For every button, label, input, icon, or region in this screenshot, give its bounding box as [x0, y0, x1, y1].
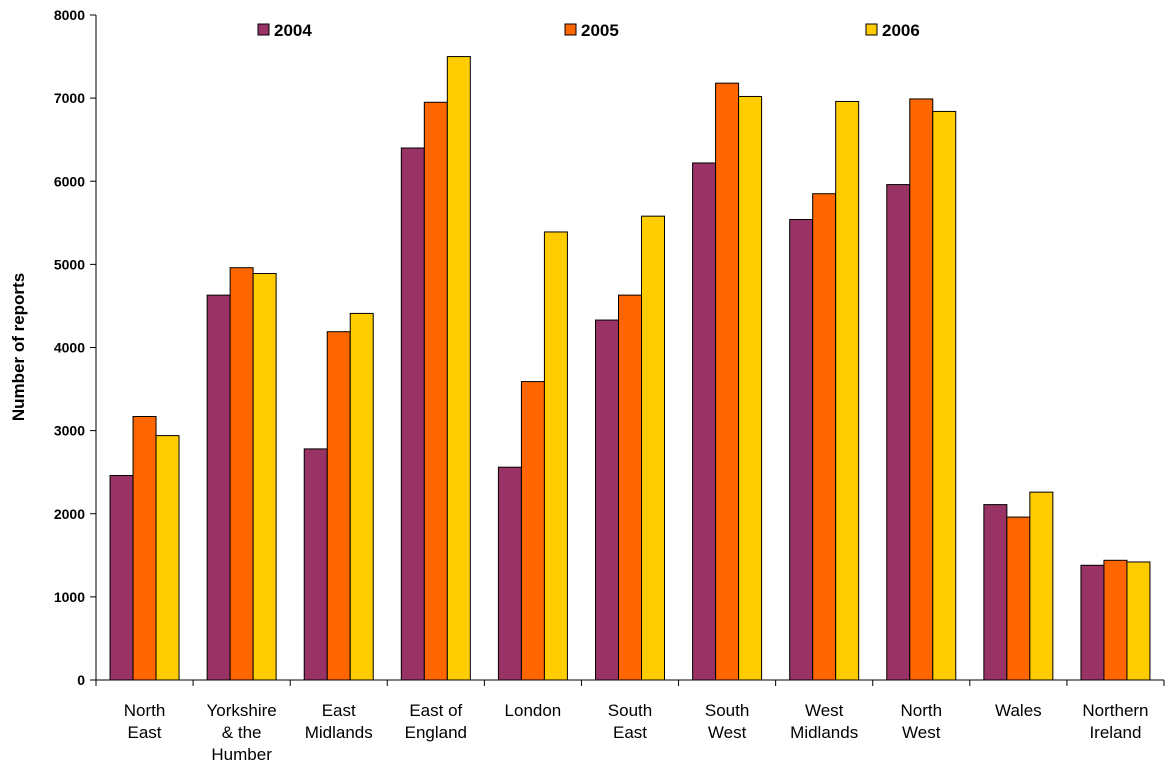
bar-2004-4 — [497, 466, 522, 681]
bar-2006-2 — [349, 312, 374, 681]
x-tick-label: Northern Ireland — [1082, 701, 1148, 742]
bar-2006-1 — [252, 273, 277, 681]
bar-2006-7 — [835, 100, 860, 681]
legend-swatch-2004 — [257, 23, 270, 36]
y-tick-label: 2000 — [54, 506, 85, 522]
bar-2006-0 — [155, 435, 180, 681]
bar-2005-10 — [1103, 559, 1128, 681]
bar-2004-10 — [1080, 564, 1105, 681]
bar-2006-9 — [1029, 491, 1054, 681]
bar-2006-5 — [641, 215, 665, 681]
bar-2006-4 — [543, 231, 568, 681]
bar-2006-8 — [932, 110, 957, 681]
chart-legend: 2004 2005 2006 — [257, 21, 920, 40]
bar-2004-7 — [789, 218, 814, 681]
chart-bars — [109, 56, 1151, 681]
bar-2006-3 — [446, 56, 471, 681]
bar-2004-8 — [886, 184, 911, 681]
chart-axes: 0 1000 2000 3000 4000 5000 6000 7000 8000 North Ea… — [54, 7, 1165, 764]
y-tick-label: 0 — [77, 672, 85, 688]
bar-2004-5 — [595, 319, 619, 681]
bar-2005-6 — [715, 82, 740, 681]
legend-swatch-2005 — [564, 23, 577, 36]
x-tick-label: East of England — [405, 701, 467, 742]
legend-label-2004: 2004 — [274, 21, 312, 40]
bar-2004-1 — [206, 294, 231, 681]
x-tick-label: East Midlands — [305, 701, 373, 742]
y-tick-label: 6000 — [54, 173, 85, 189]
bar-2005-7 — [812, 193, 837, 681]
legend-label-2006: 2006 — [882, 21, 920, 40]
bar-2005-2 — [326, 331, 351, 681]
bar-2006-6 — [738, 95, 763, 681]
bar-2004-0 — [109, 475, 134, 681]
y-tick-label: 4000 — [54, 340, 85, 356]
bar-2005-9 — [1006, 516, 1031, 681]
bar-2004-2 — [303, 448, 328, 681]
y-tick-label: 3000 — [54, 423, 85, 439]
bar-2004-3 — [400, 147, 425, 681]
bar-2005-5 — [618, 294, 642, 681]
bar-2004-6 — [692, 162, 717, 681]
legend-swatch-2006 — [865, 23, 878, 36]
bar-2005-0 — [132, 415, 157, 681]
bar-2004-9 — [983, 504, 1008, 681]
bar-2006-10 — [1126, 561, 1151, 681]
y-tick-label: 7000 — [54, 90, 85, 106]
legend-label-2005: 2005 — [581, 21, 619, 40]
x-tick-label: South East — [608, 701, 652, 742]
y-tick-label: 1000 — [54, 589, 85, 605]
x-tick-label: Wales — [995, 701, 1042, 720]
x-tick-label: South West — [705, 701, 749, 742]
bar-2005-1 — [229, 267, 254, 681]
x-tick-label: North West — [900, 701, 942, 742]
bar-2005-8 — [909, 98, 934, 681]
x-tick-label: West Midlands — [790, 701, 858, 742]
x-tick-label: Yorkshire & the Humber — [207, 701, 277, 764]
x-tick-label: North East — [124, 701, 166, 742]
y-axis-title: Number of reports — [9, 273, 28, 421]
bar-2005-4 — [520, 381, 545, 681]
y-tick-label: 5000 — [54, 256, 85, 272]
bar-2005-3 — [423, 101, 448, 681]
x-tick-label: London — [505, 701, 562, 720]
y-tick-label: 8000 — [54, 7, 85, 23]
